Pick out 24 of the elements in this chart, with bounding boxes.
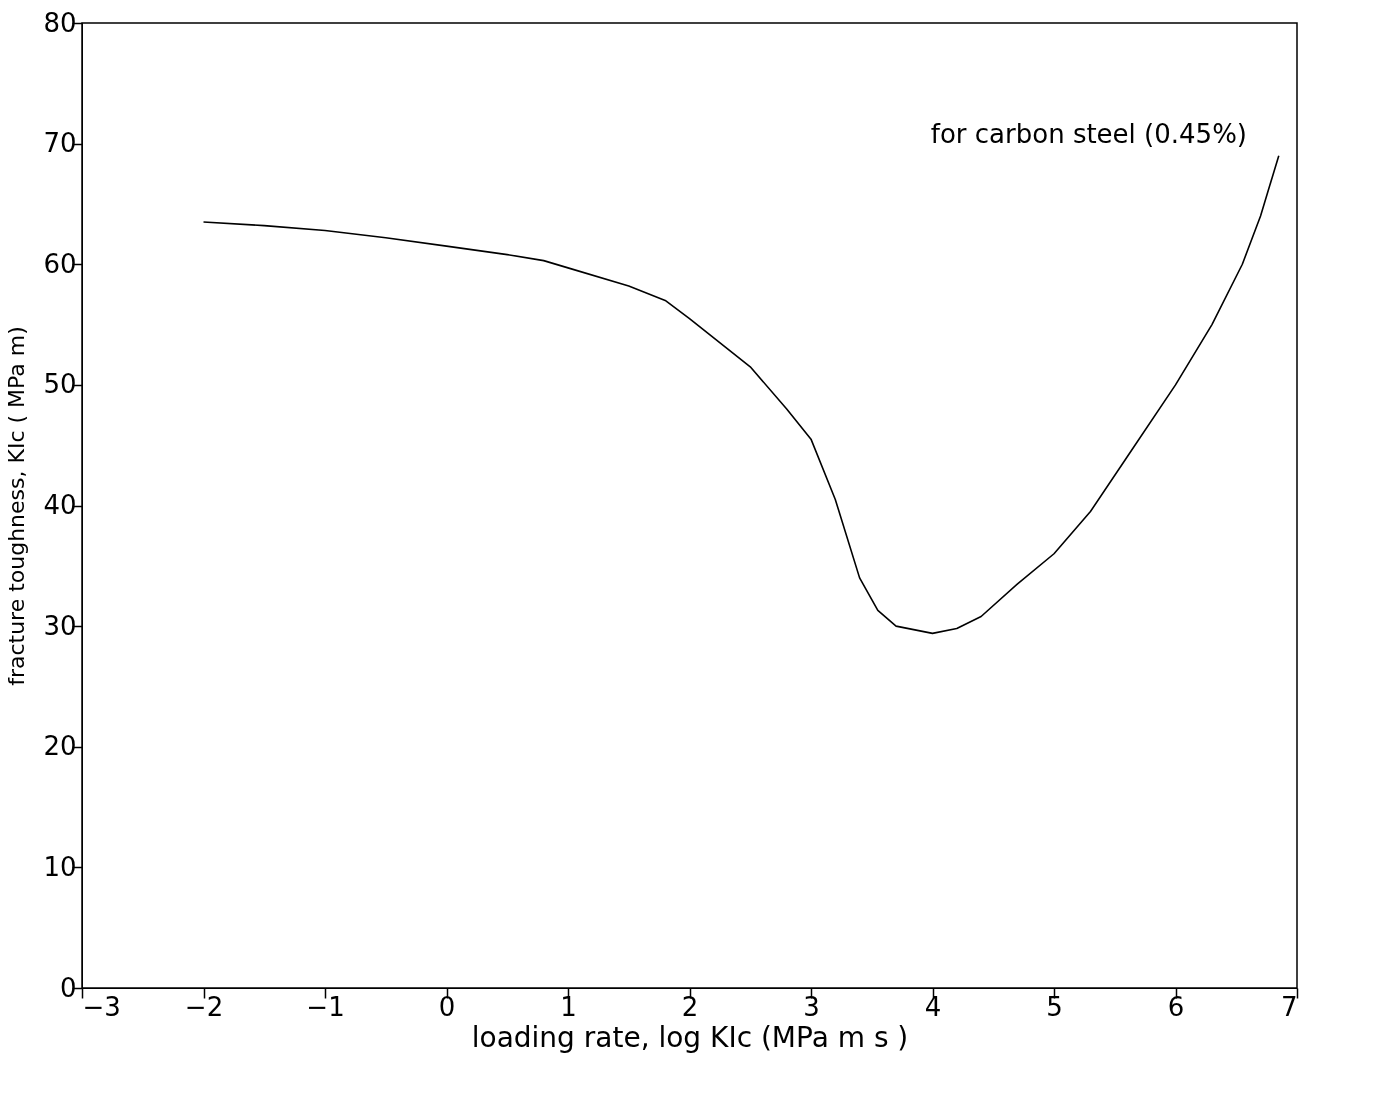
y-axis-title: fracture toughness, KIc ( MPa m)	[4, 326, 30, 686]
line-series	[202, 154, 1280, 635]
y-tick-label: 20	[43, 731, 77, 762]
y-tick-label: 80	[43, 7, 77, 38]
annotation: for carbon steel (0.45%)	[930, 119, 1247, 149]
y-tick-label: 40	[43, 490, 77, 520]
x-tick-label: 0	[438, 991, 456, 1022]
x-tick-label: 7	[1280, 991, 1298, 1022]
x-tick-label: 4	[924, 991, 942, 1022]
x-tick-label: −2	[184, 991, 224, 1022]
y-tick-label: 70	[43, 128, 77, 159]
x-axis-title: loading rate, log KIc (MPa m s )	[471, 1020, 909, 1054]
y-tick-label: 60	[43, 248, 77, 279]
x-tick-label: 3	[803, 991, 820, 1022]
y-tick-label: 30	[43, 610, 77, 641]
x-tick-label: −1	[306, 991, 345, 1022]
y-tick-label: 0	[59, 972, 77, 1003]
x-tick-label: 1	[560, 991, 577, 1022]
y-tick-label: 10	[43, 851, 77, 882]
x-tick-label: 5	[1046, 991, 1063, 1022]
x-tick-label: 2	[681, 991, 699, 1022]
y-tick-label: 50	[43, 369, 77, 400]
x-tick-label: 6	[1167, 991, 1185, 1022]
x-tick-label: −3	[82, 991, 121, 1022]
